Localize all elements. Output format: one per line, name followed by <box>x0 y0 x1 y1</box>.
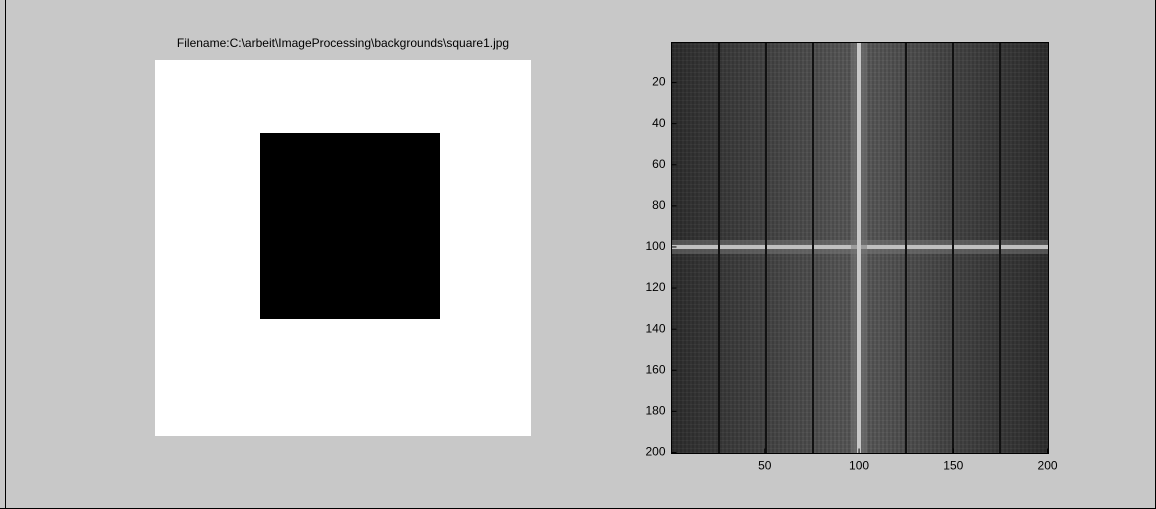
y-tick-label: 180 <box>645 404 665 418</box>
y-tick-label: 60 <box>652 157 666 171</box>
y-tick-label: 20 <box>652 75 666 89</box>
y-tick-label: 160 <box>645 362 665 376</box>
x-tick-label: 200 <box>1038 459 1058 473</box>
x-tick-label: 150 <box>943 459 963 473</box>
x-tick-label: 100 <box>849 459 869 473</box>
x-tick-label: 50 <box>758 459 772 473</box>
y-tick-label: 100 <box>645 239 665 253</box>
image-title: Filename:C:\arbeit\ImageProcessing\backg… <box>177 36 509 50</box>
figure-window: Filename:C:\arbeit\ImageProcessing\backg… <box>0 0 1156 509</box>
page: {"chart_data": [ {"type": "image", "titl… <box>0 0 1156 509</box>
y-tick-label: 200 <box>645 445 665 459</box>
y-tick-label: 140 <box>645 321 665 335</box>
y-tick-label: 120 <box>645 280 665 294</box>
y-tick-label: 80 <box>652 198 666 212</box>
spectrum-image <box>671 42 1049 454</box>
y-tick-label: 40 <box>652 116 666 130</box>
square <box>260 133 440 319</box>
